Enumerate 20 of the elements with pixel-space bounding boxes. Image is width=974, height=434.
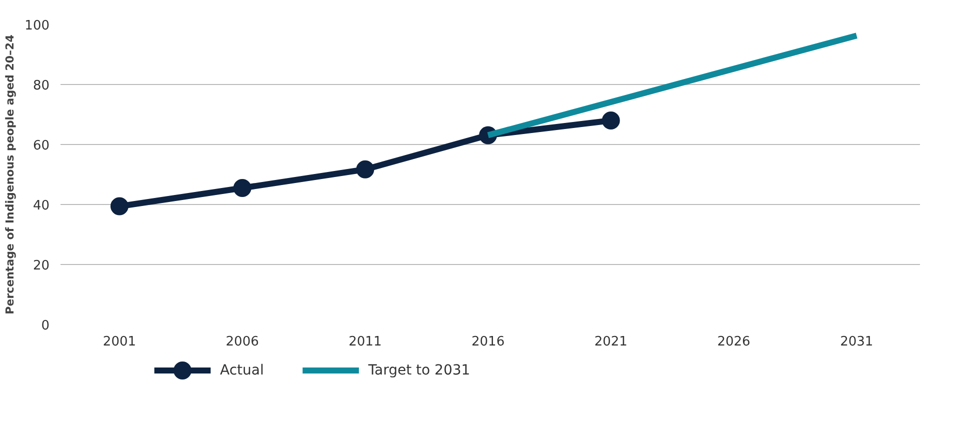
y-tick-label: 0: [41, 318, 50, 334]
legend-label: Actual: [220, 362, 264, 378]
y-tick-label: 60: [32, 138, 50, 154]
x-tick-label: 2006: [226, 334, 259, 350]
legend-label: Target to 2031: [367, 362, 470, 378]
x-tick-label: 2026: [717, 334, 750, 350]
point: [602, 112, 620, 130]
y-axis-title: Percentage of Indigenous people aged 20–24: [4, 34, 17, 314]
x-tick-label: 2011: [348, 334, 382, 350]
point: [110, 197, 128, 216]
y-tick-label: 40: [32, 198, 50, 214]
point: [356, 160, 374, 178]
x-tick-label: 2016: [472, 334, 505, 350]
point: [233, 179, 252, 197]
x-tick-label: 2021: [594, 334, 628, 350]
x-tick-label: 2001: [102, 334, 136, 350]
x-tick-label: 2031: [840, 334, 874, 350]
y-tick-label: 100: [24, 18, 50, 34]
y-tick-label: 20: [32, 258, 50, 274]
y-tick-label: 80: [32, 78, 50, 94]
